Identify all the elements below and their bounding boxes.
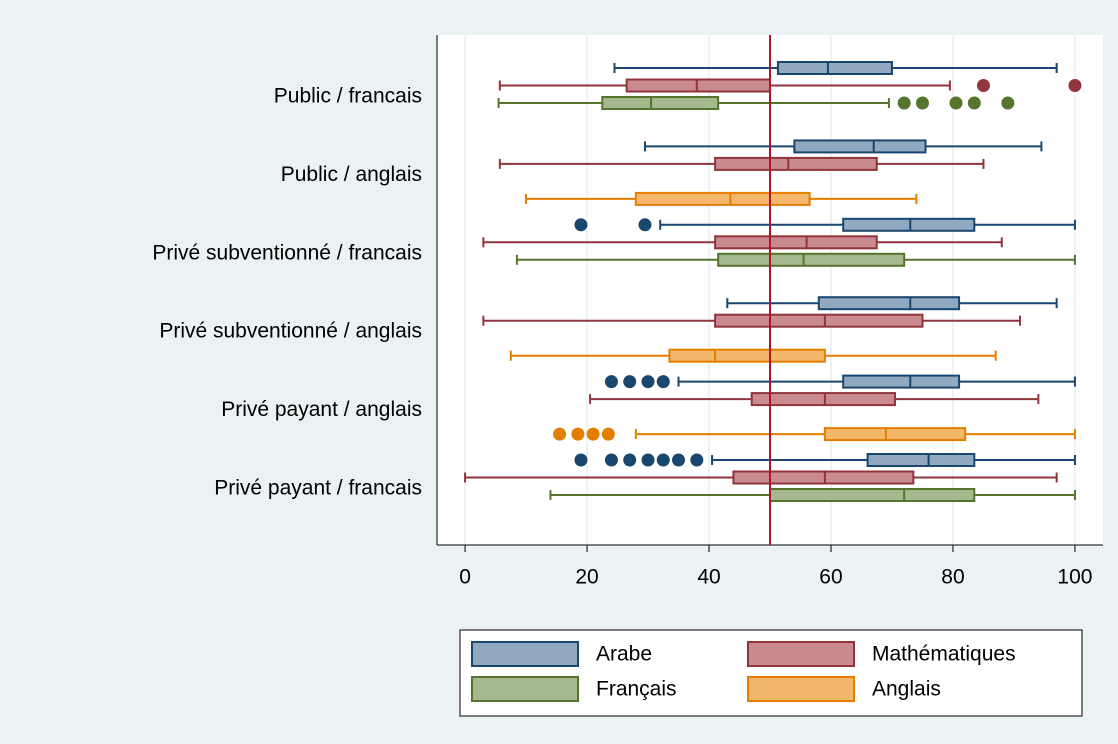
box xyxy=(625,78,772,93)
outlier xyxy=(623,375,637,389)
category-label: Privé payant / francais xyxy=(214,477,422,500)
box xyxy=(717,252,906,267)
category-label: Privé payant / anglais xyxy=(221,398,422,421)
legend-label: Anglais xyxy=(872,678,941,701)
outlier xyxy=(641,375,655,389)
box xyxy=(793,139,927,154)
box xyxy=(601,96,720,110)
outlier xyxy=(967,96,981,110)
box xyxy=(776,61,893,75)
box xyxy=(769,488,976,502)
outlier xyxy=(690,453,704,467)
outlier xyxy=(601,427,615,441)
outlier xyxy=(656,375,670,389)
legend-label: Mathématiques xyxy=(872,643,1016,666)
box xyxy=(842,374,961,389)
box xyxy=(634,191,811,206)
outlier xyxy=(553,427,567,441)
legend-swatch xyxy=(471,676,579,702)
x-tick-label: 20 xyxy=(575,566,598,589)
x-tick-label: 40 xyxy=(697,566,720,589)
outlier xyxy=(949,96,963,110)
outlier xyxy=(604,453,618,467)
category-label: Privé subventionné / anglais xyxy=(159,320,422,343)
outlier xyxy=(574,218,588,232)
box xyxy=(714,235,878,250)
outlier xyxy=(604,375,618,389)
legend-swatch xyxy=(747,641,855,667)
box xyxy=(714,313,924,328)
outlier xyxy=(1001,96,1015,110)
category-label: Public / anglais xyxy=(281,163,422,186)
legend-swatch xyxy=(747,676,855,702)
x-tick-label: 80 xyxy=(941,566,964,589)
box xyxy=(866,453,976,467)
outlier xyxy=(1068,79,1082,92)
box xyxy=(714,156,878,171)
outlier xyxy=(586,427,600,441)
x-tick-label: 0 xyxy=(459,566,471,589)
outlier xyxy=(574,453,588,467)
outlier xyxy=(656,453,670,467)
legend-label: Français xyxy=(596,678,677,701)
box xyxy=(668,348,826,363)
outlier xyxy=(623,453,637,467)
outlier xyxy=(672,453,686,467)
outlier xyxy=(915,96,929,110)
category-label: Public / francais xyxy=(274,85,422,108)
x-tick-label: 100 xyxy=(1057,566,1092,589)
legend-label: Arabe xyxy=(596,643,652,666)
box xyxy=(842,217,976,232)
x-tick-label: 60 xyxy=(819,566,842,589)
outlier xyxy=(641,453,655,467)
outlier xyxy=(638,218,652,232)
box xyxy=(817,296,961,311)
box xyxy=(823,427,967,442)
box xyxy=(732,470,915,485)
outlier xyxy=(976,79,990,92)
outlier xyxy=(897,96,911,110)
box xyxy=(750,392,897,407)
outlier xyxy=(571,427,585,441)
category-label: Privé subventionné / francais xyxy=(152,241,422,264)
legend-swatch xyxy=(471,641,579,667)
